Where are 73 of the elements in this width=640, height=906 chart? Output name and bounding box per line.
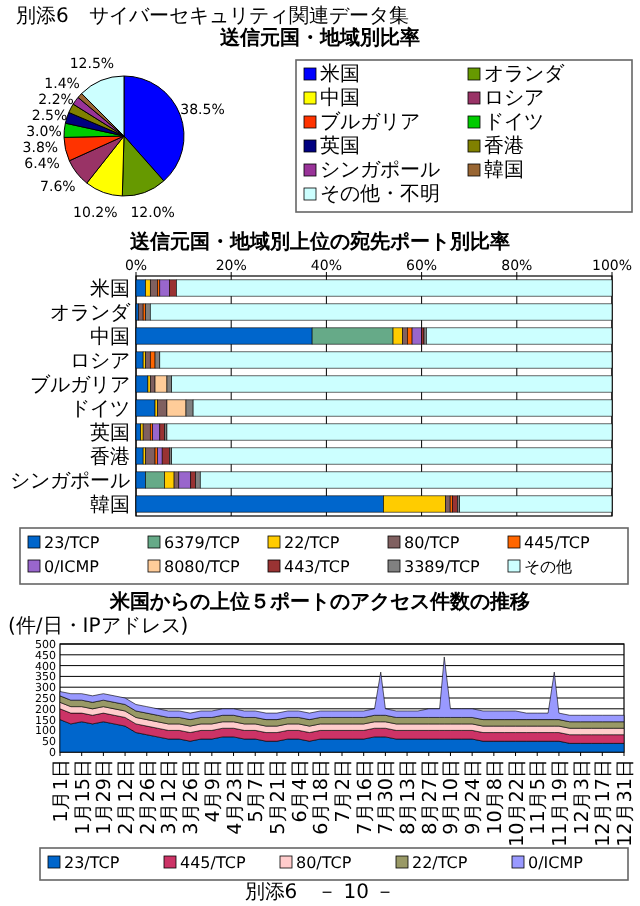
y-tick-label: ドイツ [70, 399, 130, 421]
chart-title: 送信元国・地域別上位の宛先ポート別比率 [128, 230, 510, 254]
x-tick-label: 7月30日 [376, 758, 399, 835]
y-tick-label: 英国 [90, 421, 130, 445]
legend-label: 80/TCP [404, 534, 460, 552]
x-tick-label: 1月1日 [51, 758, 73, 823]
legend-label: 韓国 [484, 158, 524, 182]
text: 別添6 サイバーセキュリティ関連データ集 [16, 4, 409, 28]
chart-title: 米国からの上位５ポートのアクセス件数の推移 [108, 590, 530, 614]
x-tick-label: 4月23日 [224, 758, 247, 835]
legend-label: 米国 [320, 62, 360, 86]
x-tick-label: 10月8日 [484, 758, 507, 835]
x-tick-label: 1月15日 [72, 758, 95, 835]
legend-label: 445/TCP [180, 854, 246, 872]
bar [178, 471, 192, 489]
legend-label: ブルガリア [320, 110, 420, 134]
legend-label: 80/TCP [296, 854, 352, 872]
y-tick-label: 韓国 [90, 493, 130, 517]
x-tick-label: 10月22日 [506, 758, 529, 847]
bar [411, 327, 422, 345]
legend-label: 英国 [320, 134, 360, 158]
x-tick-label: 12月3日 [571, 758, 594, 835]
legend-label: その他 [524, 558, 572, 576]
y-tick-label: 米国 [90, 277, 130, 301]
y-tick-label: ロシア [70, 351, 130, 373]
x-tick-label: 5月21日 [267, 758, 290, 835]
legend-label: 23/TCP [64, 854, 120, 872]
x-tick-label: 6月18日 [311, 758, 334, 835]
legend-label: 22/TCP [284, 534, 340, 552]
legend-label: 0/ICMP [44, 558, 100, 576]
x-tick-label: 11月19日 [549, 758, 572, 847]
x-tick-label: 3月26日 [181, 758, 204, 835]
legend-label: ロシア [484, 88, 544, 110]
x-tick-label: 11月5日 [528, 758, 551, 835]
y-tick-label: 中国 [90, 325, 130, 349]
legend-label: ドイツ [484, 112, 544, 134]
y-tick-label: 香港 [90, 445, 130, 469]
x-tick-label: 3月12日 [159, 758, 182, 835]
y-tick-label: オランダ [50, 301, 132, 325]
bar [142, 423, 151, 441]
legend-label: シンガポール [320, 160, 440, 182]
legend-label: 23/TCP [44, 534, 100, 552]
y-axis-title: (件/日・IPアドレス) [8, 616, 189, 638]
x-tick-label: 1月29日 [94, 758, 117, 835]
legend-label: 445/TCP [524, 534, 590, 552]
legend-label: その他・不明 [320, 182, 440, 206]
legend-label: 香港 [484, 134, 524, 158]
x-tick-label: 6月4日 [289, 758, 312, 823]
bar [154, 375, 168, 393]
x-tick-label: 9月24日 [463, 758, 486, 835]
text: 別添6 － 10 － [244, 880, 396, 904]
x-tick-label: 12月31日 [615, 758, 637, 847]
x-tick-label: 8月27日 [419, 758, 442, 835]
chart-title: 送信元国・地域別比率 [218, 26, 420, 50]
legend-label: 443/TCP [284, 558, 350, 576]
x-tick-label: 12月17日 [593, 758, 616, 847]
legend-label: 0/ICMP [528, 854, 584, 872]
x-tick-label: 5月7日 [246, 758, 269, 823]
x-tick-label: 8月13日 [398, 758, 421, 835]
legend-label: 8080/TCP [164, 558, 241, 576]
legend-label: 中国 [320, 86, 360, 110]
x-tick-label: 2月26日 [137, 758, 160, 835]
x-tick-label: 4月9日 [202, 758, 225, 823]
legend-label: 22/TCP [412, 854, 468, 872]
legend-label: 6379/TCP [164, 534, 241, 552]
x-tick-label: 9月10日 [441, 758, 464, 835]
legend-label: 3389/TCP [404, 558, 481, 576]
x-tick-label: 7月2日 [333, 758, 355, 823]
x-tick-label: 2月12日 [116, 758, 139, 835]
y-tick-label: ブルガリア [30, 373, 130, 397]
legend-label: オランダ [484, 62, 566, 86]
y-tick-label: シンガポール [10, 471, 130, 493]
x-tick-label: 7月16日 [354, 758, 377, 835]
